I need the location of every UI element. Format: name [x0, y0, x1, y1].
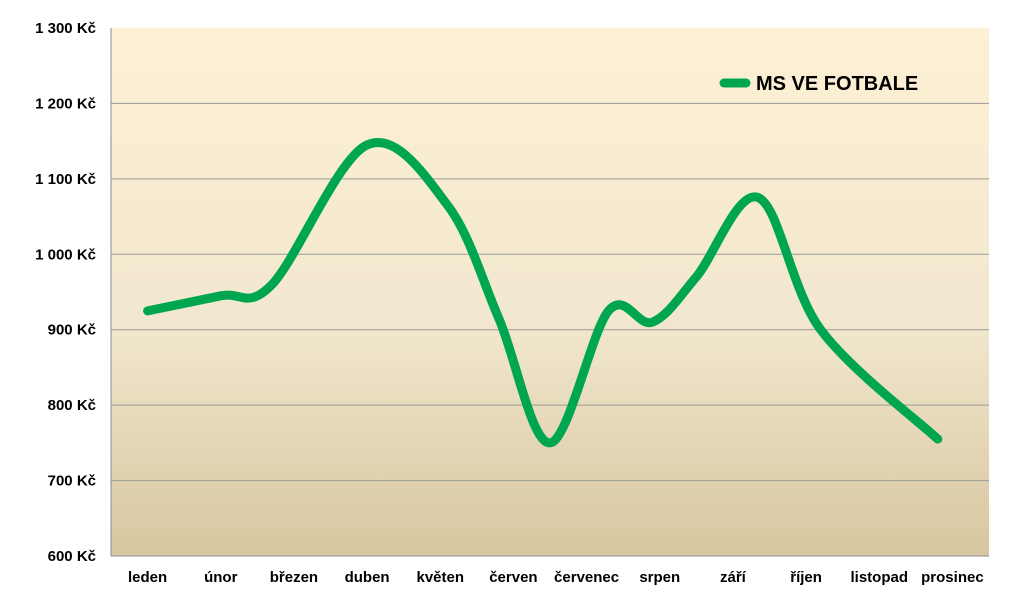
x-axis-ticks: leden únor březen duben květen červen červenec… — [128, 569, 984, 586]
x-tick-label: prosinec — [921, 569, 984, 586]
y-tick-label: 800 Kč — [48, 397, 96, 414]
x-tick-label: červen — [489, 569, 537, 586]
legend: MS VE FOTBALE — [719, 73, 918, 95]
y-tick-label: 1 000 Kč — [35, 246, 96, 263]
y-tick-label: 700 Kč — [48, 473, 96, 490]
x-tick-label: červenec — [554, 569, 619, 586]
plot-area — [111, 28, 989, 556]
x-tick-label: leden — [128, 569, 167, 586]
x-tick-label: říjen — [790, 569, 822, 586]
gridlines — [110, 28, 989, 557]
x-tick-label: září — [720, 569, 747, 586]
x-tick-label: duben — [345, 569, 390, 586]
x-tick-label: únor — [204, 569, 237, 586]
x-tick-label: květen — [416, 569, 464, 586]
x-tick-label: srpen — [639, 569, 680, 586]
x-tick-label: březen — [270, 569, 318, 586]
y-tick-label: 600 Kč — [48, 548, 96, 565]
legend-label: MS VE FOTBALE — [756, 73, 918, 95]
y-tick-label: 900 Kč — [48, 322, 96, 339]
y-tick-label: 1 200 Kč — [35, 95, 96, 112]
y-axis-ticks: 600 Kč 700 Kč 800 Kč 900 Kč 1 000 Kč 1 100 Kč… — [35, 20, 96, 565]
series-line-ms-ve-fotbale — [143, 138, 943, 448]
y-tick-label: 1 300 Kč — [35, 20, 96, 37]
y-tick-label: 1 100 Kč — [35, 171, 96, 188]
x-tick-label: listopad — [850, 569, 908, 586]
